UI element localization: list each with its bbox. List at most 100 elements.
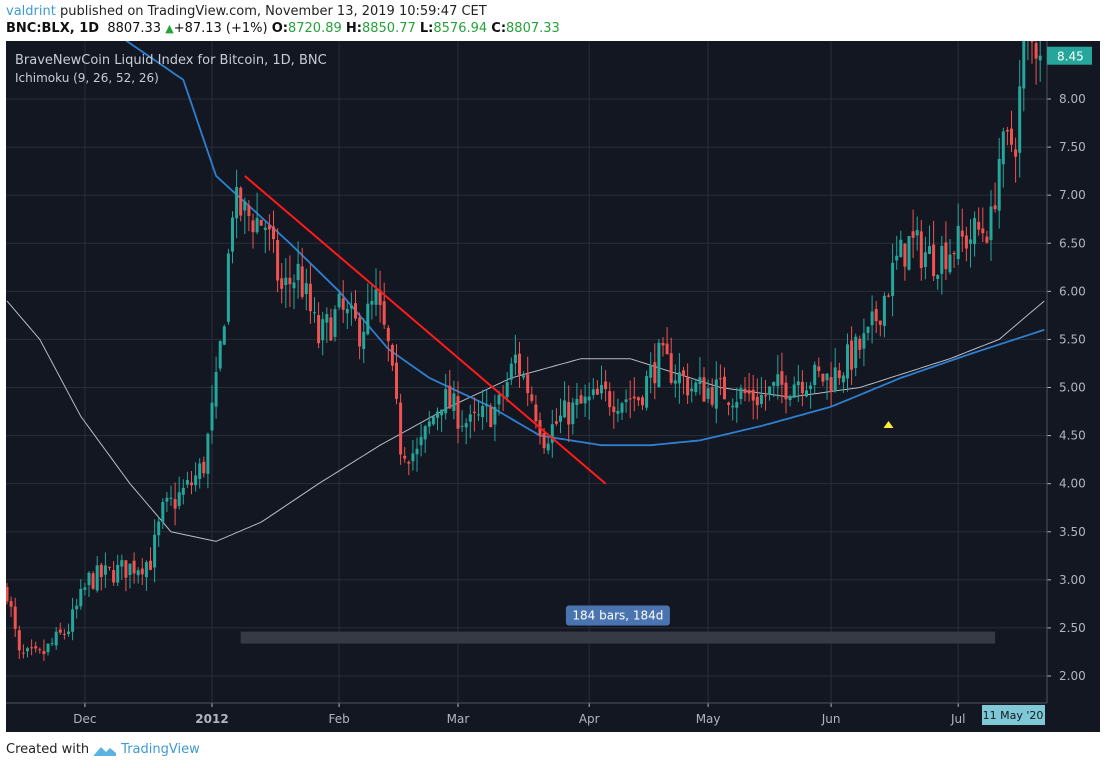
y-tick-label: 3.00 <box>1059 573 1086 587</box>
candle-body <box>1018 86 1022 153</box>
y-tick-label: 8.00 <box>1059 92 1086 106</box>
candle-body <box>682 370 685 377</box>
candle-body <box>895 255 899 261</box>
candle-body <box>800 381 804 394</box>
last-price-label: 8.45 <box>1057 50 1084 64</box>
candle-body <box>600 385 603 394</box>
candle-body <box>907 236 911 270</box>
candle-body <box>83 587 87 590</box>
candle-body <box>870 311 874 326</box>
candle-body <box>981 228 985 234</box>
candle-body <box>112 570 116 583</box>
candle-body <box>829 377 833 393</box>
candle-body <box>1014 149 1018 157</box>
candle-body <box>858 338 862 350</box>
candle-body <box>928 246 931 254</box>
y-tick-label: 2.00 <box>1059 669 1086 683</box>
candle-body <box>604 381 608 390</box>
candle-body <box>505 382 509 398</box>
candle-body <box>796 381 800 386</box>
candle-body <box>882 295 886 326</box>
candle-body <box>948 254 952 273</box>
candle-body <box>210 402 214 431</box>
candle-body <box>550 424 554 443</box>
candle-body <box>489 406 493 428</box>
candle-body <box>587 396 591 401</box>
y-tick-label: 7.00 <box>1059 188 1086 202</box>
candle-body <box>259 219 263 226</box>
candle-body <box>1030 41 1034 43</box>
candle-body <box>79 588 83 607</box>
candle-body <box>362 331 366 349</box>
crosshair-date-bg <box>982 705 1045 725</box>
candle-body <box>772 382 776 386</box>
candle-body <box>698 377 702 385</box>
chart-svg[interactable]: 2.00 2.50 3.00 3.50 4.00 4.50 5.00 5.50 6.00 6.50… <box>6 41 1100 732</box>
candle-body <box>743 388 747 394</box>
candle-body <box>407 462 411 464</box>
candle-body <box>313 312 316 314</box>
close-value: 8807.33 <box>506 21 560 36</box>
candle-body <box>128 563 132 576</box>
candle-body <box>255 217 259 233</box>
candle-body <box>6 586 9 602</box>
candle-body <box>46 643 50 653</box>
candle-body <box>723 376 726 400</box>
chart-title: BraveNewCoin Liquid Index for Bitcoin, 1… <box>15 53 327 68</box>
candle-body <box>969 239 972 244</box>
candle-body <box>960 230 964 237</box>
tradingview-link[interactable]: TradingView <box>121 742 200 757</box>
candle-body <box>95 565 99 591</box>
low-label: L: <box>419 21 434 36</box>
candle-body <box>940 245 944 274</box>
candle-body <box>563 400 567 418</box>
up-triangle-icon: ▲ <box>165 22 174 35</box>
tradingview-logo-icon <box>94 746 117 756</box>
candle-body <box>431 416 435 425</box>
candle-body <box>140 568 144 575</box>
candle-body <box>370 300 374 305</box>
candle-body <box>977 221 981 230</box>
candle-body <box>173 499 177 509</box>
candle-body <box>686 377 690 396</box>
candle-body <box>595 388 599 395</box>
candle-body <box>132 560 136 574</box>
candle-body <box>567 402 571 425</box>
candle-body <box>67 631 70 634</box>
candle-body <box>751 389 755 401</box>
candle-body <box>337 293 341 308</box>
candle-body <box>472 411 476 414</box>
candle-body <box>427 421 431 427</box>
candle-body <box>809 385 813 389</box>
candle-body <box>973 218 977 245</box>
candle-body <box>308 283 312 312</box>
chart-area[interactable]: 2.00 2.50 3.00 3.50 4.00 4.50 5.00 5.50 6.00 6.50… <box>6 41 1100 732</box>
candle-body <box>764 395 767 397</box>
x-tick-label: May <box>696 712 721 726</box>
author-link[interactable]: valdrint <box>6 4 56 19</box>
candle-body <box>231 217 234 252</box>
candle-body <box>923 252 927 268</box>
candle-body <box>239 187 243 216</box>
candle-body <box>956 225 960 260</box>
candle-body <box>75 605 79 610</box>
candle-body <box>276 240 280 281</box>
candle-body <box>887 295 890 297</box>
candle-body <box>944 242 948 270</box>
candle-body <box>198 463 202 479</box>
candle-body <box>153 534 157 568</box>
candle-body <box>649 365 653 378</box>
candle-body <box>608 391 612 408</box>
candle-body <box>1010 128 1013 145</box>
candle-body <box>534 404 538 422</box>
candle-body <box>38 649 42 651</box>
open-label: O: <box>271 21 288 36</box>
candle-body <box>776 374 780 387</box>
price-change: +87.13 (+1%) <box>173 21 268 36</box>
candle-body <box>9 601 13 607</box>
candle-body <box>919 231 923 268</box>
indicator-legend[interactable]: Ichimoku (9, 26, 52, 26) <box>15 71 159 85</box>
candle-body <box>546 443 550 451</box>
candle-body <box>304 283 308 295</box>
candle-body <box>190 482 193 486</box>
